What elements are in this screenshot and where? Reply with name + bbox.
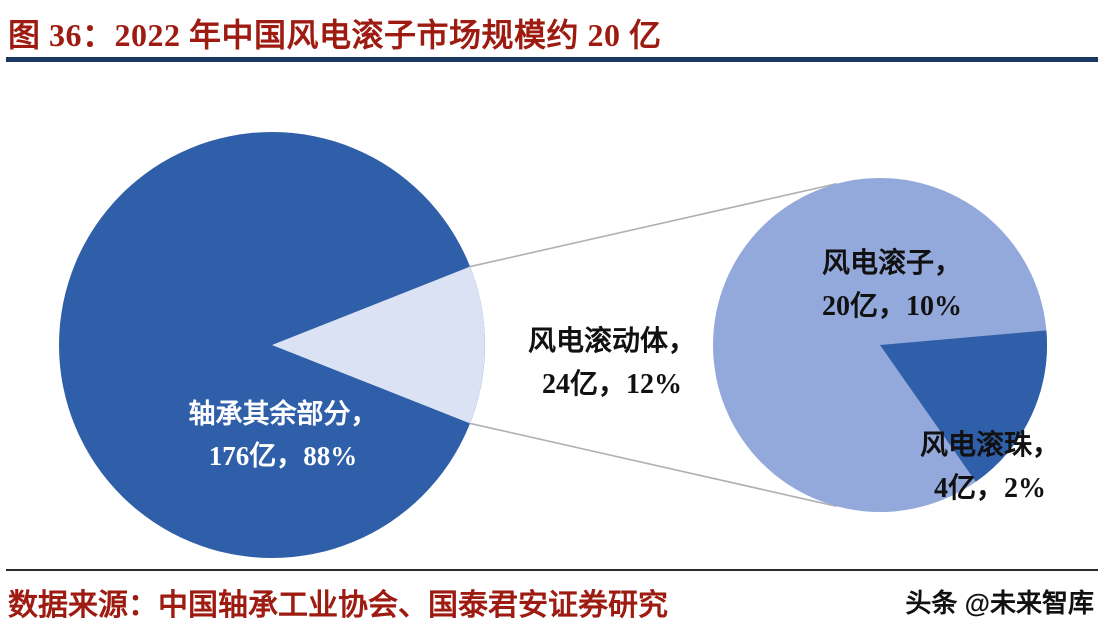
watermark-text: 头条 @未来智库 xyxy=(905,588,1094,618)
label-wind-ball: 风电滚珠， 4亿，2% xyxy=(875,424,1105,511)
data-source-text: 数据来源：中国轴承工业协会、国泰君安证券研究 xyxy=(8,589,668,622)
label-wind-rolling-body: 风电滚动体， 24亿，12% xyxy=(487,320,737,407)
figure-title: 图 36：2022 年中国风电滚子市场规模约 20 亿 xyxy=(8,17,662,53)
slice-value-line: 4亿，2% xyxy=(933,473,1046,505)
label-bearing-remainder: 轴承其余部分， 176亿，88% xyxy=(118,394,448,478)
label-wind-roller: 风电滚子， 20亿，10% xyxy=(772,242,1012,329)
slice-label-line: 风电滚动体， xyxy=(527,326,696,357)
slice-label-line: 风电滚珠， xyxy=(919,430,1060,461)
slice-label-line: 风电滚子， xyxy=(821,248,962,279)
main-pie-rolling-body-slice xyxy=(272,266,485,424)
connector-line-bottom xyxy=(469,422,837,508)
slice-value-line: 176亿，88% xyxy=(208,440,358,471)
title-underline-rule xyxy=(6,57,1098,62)
slice-value-line: 20亿，10% xyxy=(821,291,962,323)
connector-line-top xyxy=(469,182,837,268)
slice-value-line: 24亿，12% xyxy=(541,369,682,401)
breakout-pie-ball-slice xyxy=(880,330,1048,482)
slice-label-line: 轴承其余部分， xyxy=(188,399,378,429)
footer-divider-rule xyxy=(6,569,1098,571)
